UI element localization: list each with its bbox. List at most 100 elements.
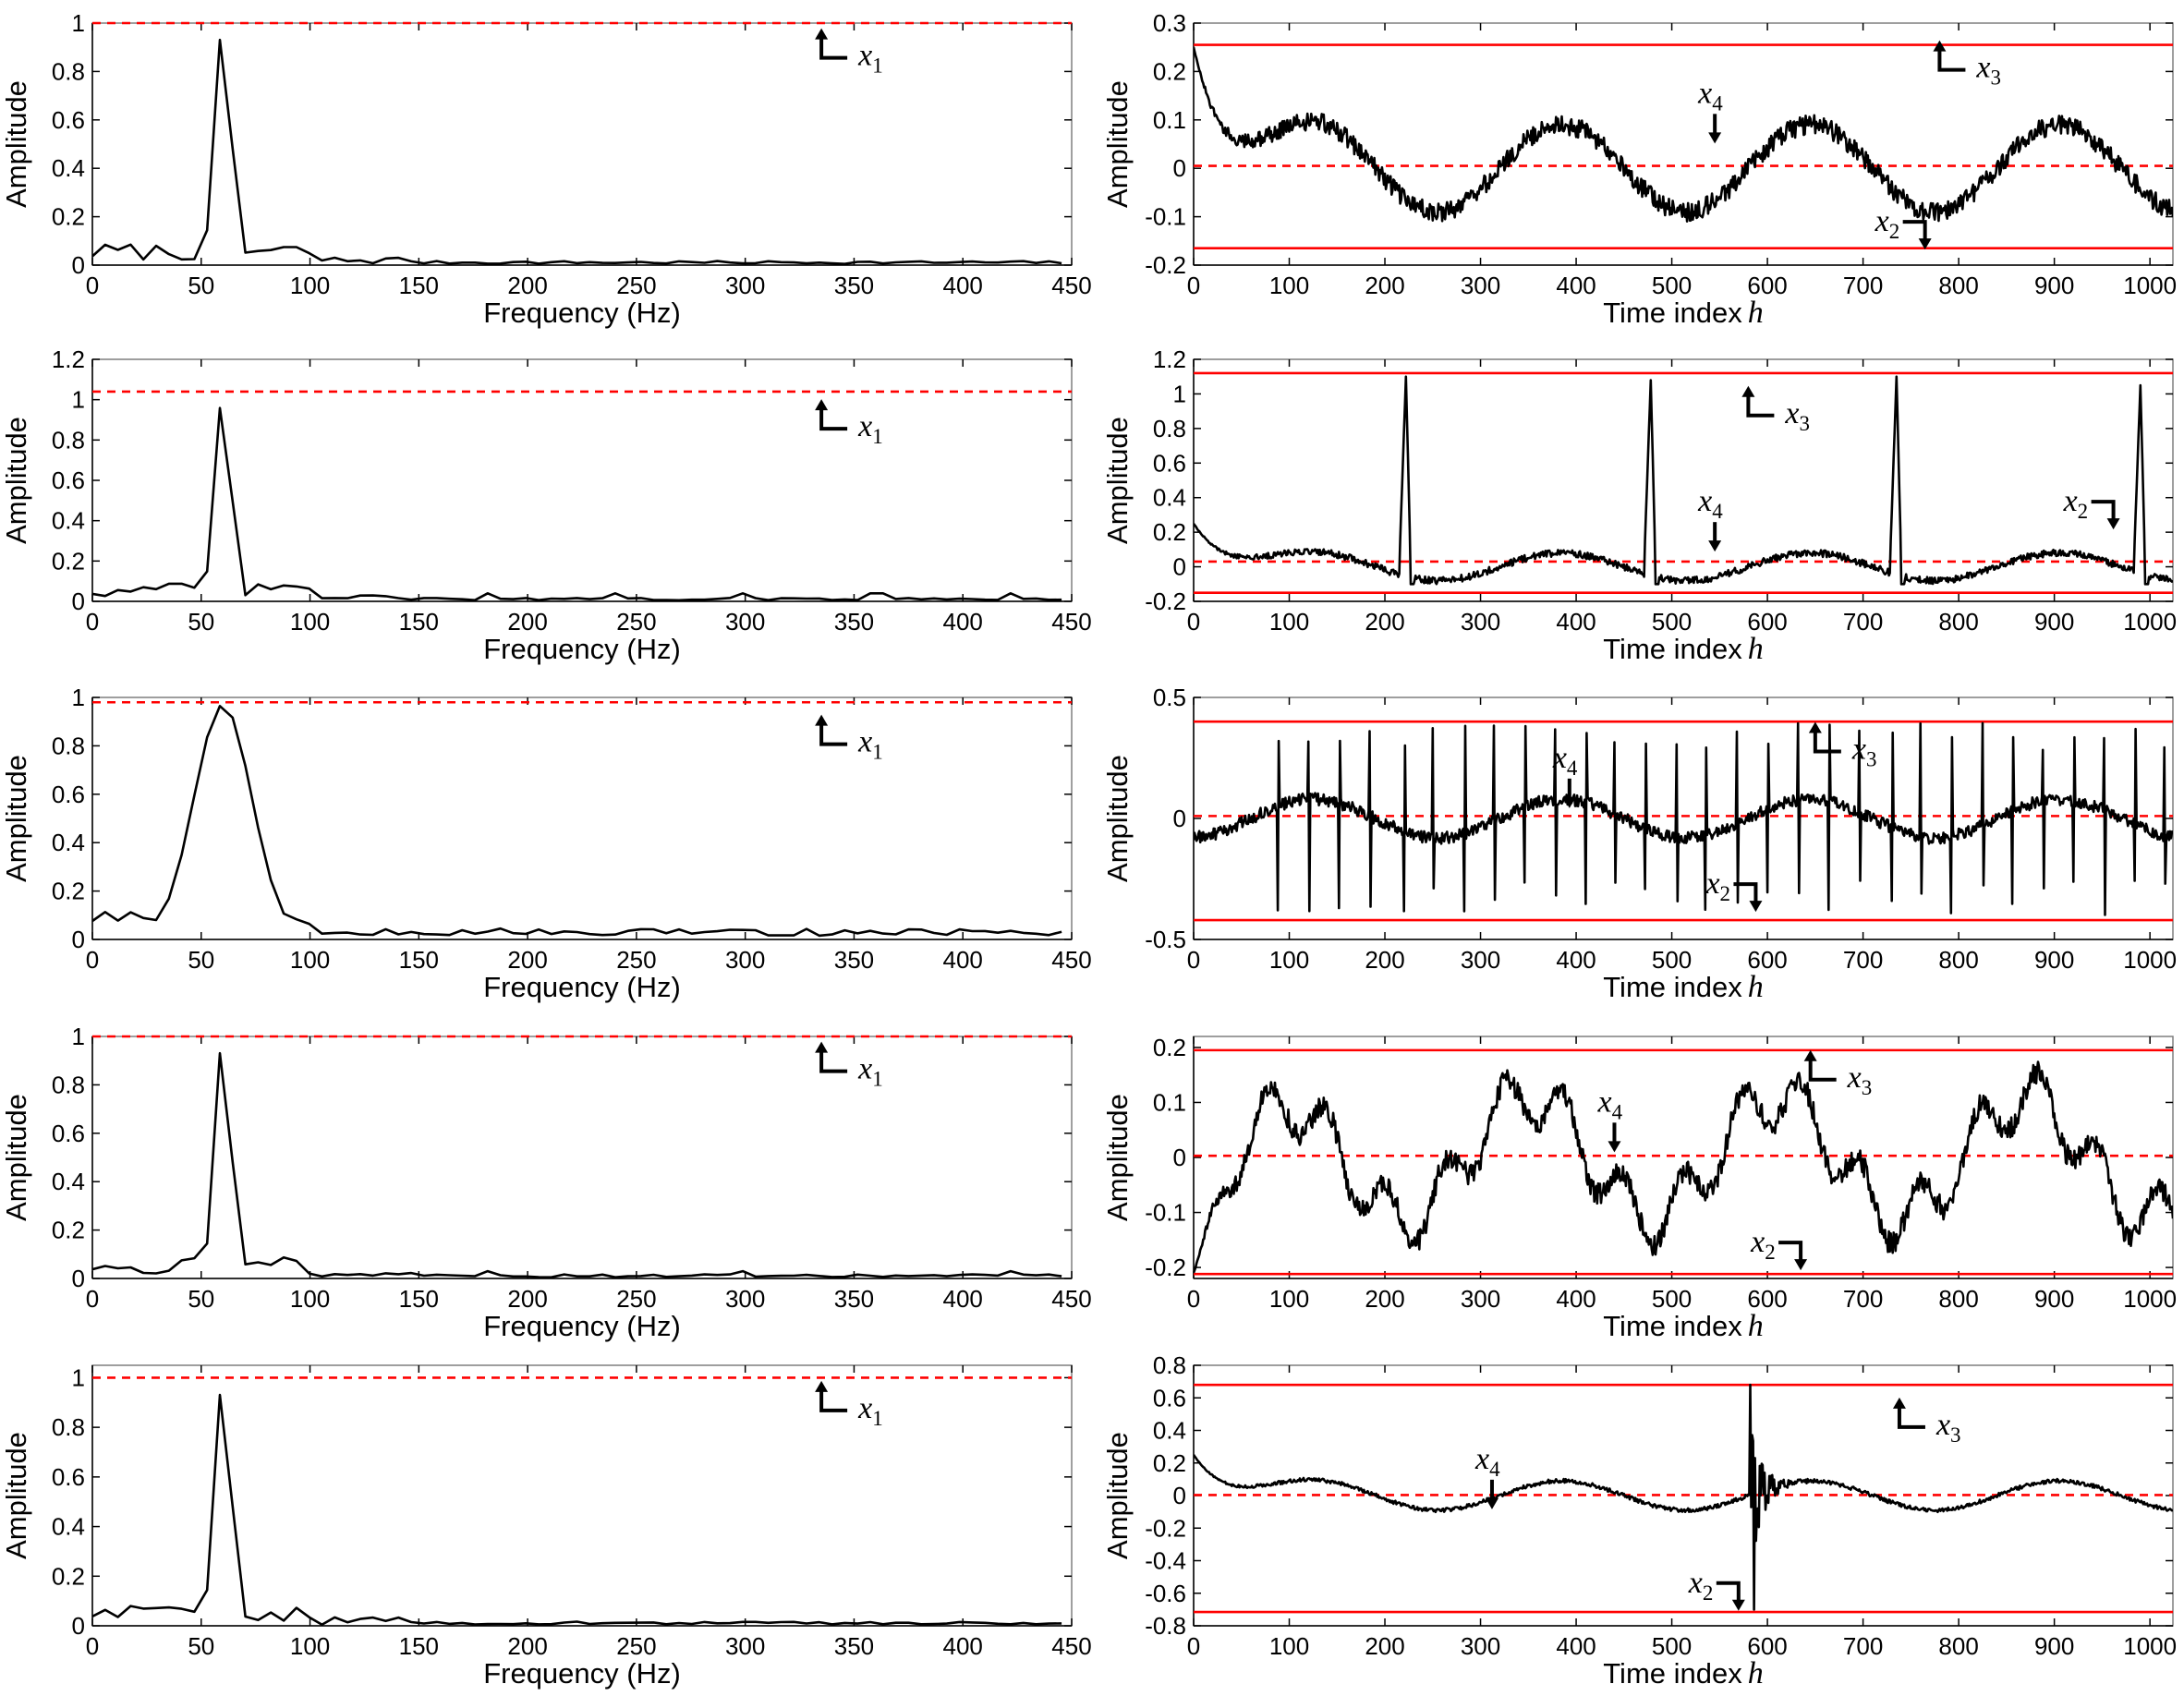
y-tick-label: 0 [1173, 553, 1186, 581]
x-tick-label: 600 [1747, 608, 1787, 636]
y-tick-label: 0.4 [1153, 1417, 1186, 1445]
y-tick-label: -0.2 [1145, 1514, 1186, 1542]
x-tick-label: 800 [1938, 1285, 1978, 1313]
y-tick-label: 0.4 [52, 507, 85, 535]
panel-signal-4: 0 100 200 300 400 500 600 700 800 900 1000 -0.2 -0.1… [1101, 1034, 2177, 1343]
x-tick-label: 400 [1556, 946, 1596, 974]
x-tick-label: 700 [1843, 1632, 1883, 1660]
x-axis-label: Time index h [1603, 970, 1763, 1004]
x-tick-label: 100 [290, 272, 330, 299]
marker-subscript: 2 [2078, 500, 2089, 523]
x-tick-label: 600 [1747, 946, 1787, 974]
y-tick-label: 0.4 [52, 829, 85, 856]
x-axis-variable: h [1748, 1656, 1764, 1690]
x-tick-label: 300 [725, 946, 765, 974]
x-tick-label: 250 [616, 272, 656, 299]
x-tick-label: 900 [2034, 1285, 2074, 1313]
marker-subscript: 2 [1889, 220, 1900, 243]
x-tick-label: 400 [1556, 608, 1596, 636]
x-tick-label: 450 [1051, 946, 1091, 974]
x-tick-label: 250 [616, 608, 656, 636]
marker-subscript: 3 [1950, 1423, 1961, 1447]
marker-arrowhead [1892, 1397, 1906, 1409]
x-tick-label: 100 [290, 1632, 330, 1660]
marker-subscript: 2 [1720, 882, 1731, 905]
panel-signal-2: 0 100 200 300 400 500 600 700 800 900 1000-0.200.2… [1101, 345, 2177, 666]
marker-subscript: 3 [1866, 748, 1877, 771]
marker-x2: x2 [2063, 484, 2120, 530]
x-tick-label: 50 [188, 272, 214, 299]
y-tick-label: -0.5 [1145, 926, 1186, 953]
marker-arrowhead [1741, 385, 1755, 397]
marker-subscript: 1 [872, 1068, 883, 1091]
y-tick-label: 0.8 [52, 426, 85, 454]
data-series-line [1194, 375, 2173, 586]
x-tick-label: 500 [1652, 272, 1692, 299]
y-tick-label: 0.2 [52, 1562, 85, 1590]
y-tick-label: 0.2 [1153, 1034, 1186, 1061]
marker-subscript: 4 [1489, 1458, 1500, 1481]
x-axis-label: Frequency (Hz) [483, 1310, 681, 1342]
x-tick-label: 500 [1652, 1285, 1692, 1313]
marker-arrow [1902, 220, 1927, 243]
y-axis-label: Amplitude [0, 1432, 32, 1559]
y-tick-label: 0 [1173, 805, 1186, 832]
y-tick-label: 0 [72, 1612, 85, 1640]
marker-subscript: 1 [872, 55, 883, 78]
x-tick-label: 500 [1652, 1632, 1692, 1660]
x-tick-label: 400 [1556, 1285, 1596, 1313]
panel-spectrum-3: 0 50 100 150 200 250 300 350 400 450 0 0.2 0.4 0.6 0.8… [0, 684, 1092, 1003]
x-tick-label: 300 [1461, 272, 1500, 299]
data-series-line [1194, 1060, 2173, 1274]
x-tick-label: 300 [1461, 946, 1500, 974]
y-tick-label: 0.4 [52, 1513, 85, 1541]
marker-arrowhead [815, 1041, 829, 1053]
marker-label: x1 [857, 1391, 883, 1430]
y-tick-label: -0.6 [1145, 1580, 1186, 1607]
marker-arrow [819, 1387, 848, 1412]
y-tick-label: 1 [72, 1363, 85, 1391]
data-series-line [92, 1051, 1062, 1278]
x-tick-label: 250 [616, 1632, 656, 1660]
x-tick-label: 500 [1652, 946, 1692, 974]
x-tick-label: 150 [399, 272, 439, 299]
y-tick-label: 1 [72, 684, 85, 711]
x-axis-variable: h [1748, 1309, 1764, 1343]
y-tick-label: 0 [72, 251, 85, 279]
y-tick-label: 0.2 [52, 203, 85, 231]
x-tick-label: 800 [1938, 272, 1978, 299]
y-tick-label: -0.2 [1145, 588, 1186, 615]
y-tick-label: -0.8 [1145, 1612, 1186, 1640]
panel-spectrum-4: 0 50 100 150 200 250 300 350 400 450 0 0.2 0.4 0.6 0.8… [0, 1023, 1092, 1342]
marker-arrow [1733, 882, 1758, 905]
x-tick-label: 150 [399, 608, 439, 636]
y-axis-label: Amplitude [1101, 417, 1134, 544]
plot-frame [91, 22, 1073, 266]
marker-subscript: 4 [1612, 1100, 1623, 1123]
x-tick-label: 0 [86, 1632, 99, 1660]
y-tick-label: 0.5 [1153, 684, 1186, 711]
marker-label: x4 [1697, 76, 1723, 115]
x-tick-label: 150 [399, 946, 439, 974]
marker-subscript: 4 [1567, 757, 1578, 780]
x-tick-label: 400 [943, 946, 983, 974]
y-tick-label: 1 [1173, 380, 1186, 407]
x-tick-label: 350 [834, 1285, 874, 1313]
x-tick-label: 1000 [2123, 946, 2177, 974]
y-tick-label: 0.2 [52, 878, 85, 905]
marker-arrow [819, 35, 848, 60]
y-tick-label: 0.8 [1153, 415, 1186, 442]
x-tick-label: 200 [1365, 272, 1404, 299]
x-tick-label: 1000 [2123, 1632, 2177, 1660]
x-axis-label: Frequency (Hz) [483, 633, 681, 665]
x-tick-label: 0 [86, 608, 99, 636]
x-tick-label: 200 [1365, 608, 1404, 636]
data-series-line [1194, 721, 2173, 916]
x-tick-label: 900 [2034, 946, 2074, 974]
y-tick-label: 0.6 [52, 1463, 85, 1491]
x-tick-label: 0 [86, 1285, 99, 1313]
marker-arrow [1937, 47, 1966, 72]
marker-x4: x4 [1474, 1442, 1500, 1509]
x-tick-label: 900 [2034, 272, 2074, 299]
